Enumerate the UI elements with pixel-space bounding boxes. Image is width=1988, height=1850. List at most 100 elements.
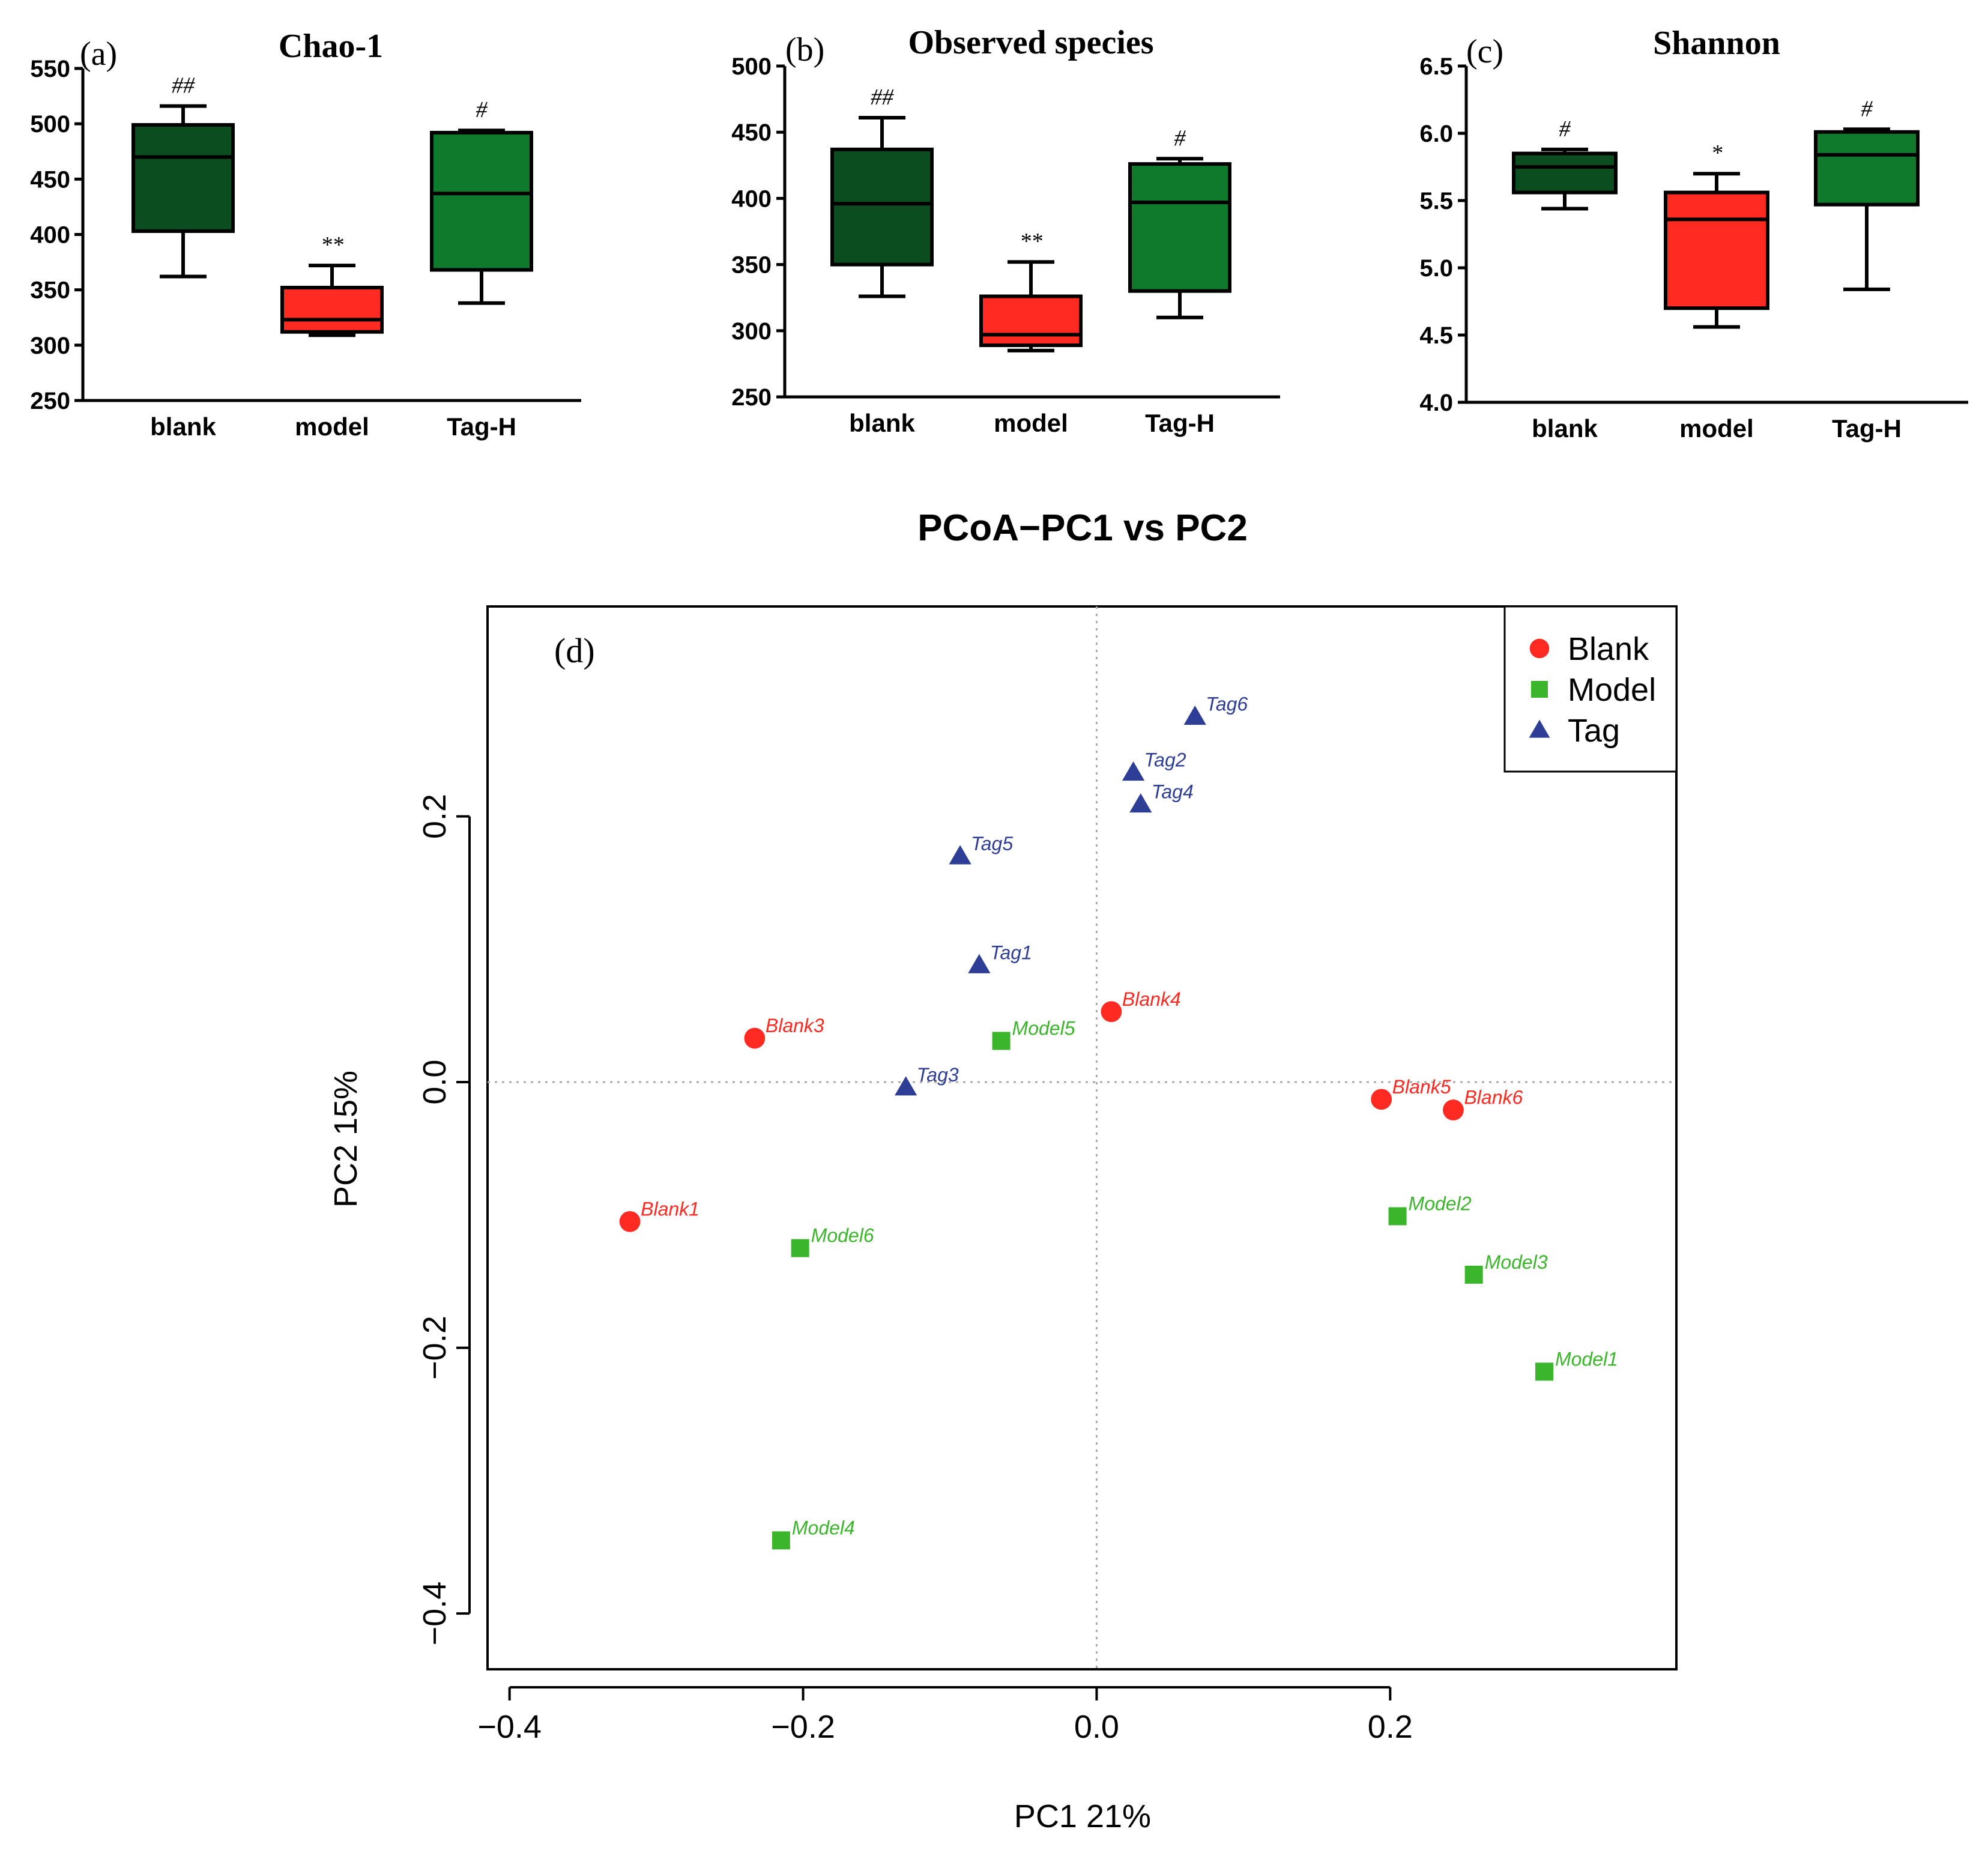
pcoa-point-tag6 (1183, 706, 1206, 725)
shannon-x-tick-label-model: model (1679, 414, 1754, 443)
chao1-title: Chao-1 (279, 28, 383, 65)
shannon-panel-label: (c) (1466, 33, 1503, 70)
observed-species-box-blank-annotation: ## (871, 85, 894, 110)
observed-species-box-blank (830, 147, 934, 267)
shannon-box-tag-h-group: # (1814, 96, 1920, 291)
chao1-y-tick-label: 500 (30, 111, 70, 138)
shannon-y-tick-label: 5.5 (1419, 188, 1453, 214)
pcoa-legend-marker-blank (1529, 638, 1550, 659)
pcoa-point-model4 (772, 1531, 790, 1550)
pcoa-point-label-blank4: Blank4 (1122, 988, 1181, 1010)
shannon-box-tag-h-annotation: # (1861, 96, 1873, 121)
observed-species-x-tick-label-tag-h: Tag-H (1145, 409, 1215, 437)
pcoa-point-label-model6: Model6 (811, 1225, 874, 1247)
pcoa-point-tag4 (1129, 793, 1152, 813)
shannon-panel: (c) Shannon 4.0 4.5 5.0 5.5 6.0 6.5 # blank * mod… (1419, 25, 1968, 443)
chao1-box-tag-h (430, 130, 533, 272)
chao1-y-tick-label: 450 (30, 166, 70, 193)
pcoa-point-model2 (1388, 1207, 1407, 1226)
observed-species-y-tick-label: 250 (731, 384, 772, 411)
observed-species-box-tag-h-group: # (1128, 125, 1231, 319)
chao1-x-tick-label-tag-h: Tag-H (447, 413, 516, 441)
shannon-box-model-annotation: * (1711, 141, 1723, 166)
pcoa-point-label-model2: Model2 (1409, 1193, 1472, 1215)
pcoa-point-label-blank5: Blank5 (1392, 1076, 1451, 1098)
chao1-box-tag-h-annotation: # (476, 97, 488, 122)
observed-species-box-tag-h-annotation: # (1174, 125, 1186, 151)
pcoa-point-label-tag4: Tag4 (1152, 781, 1194, 803)
chao1-y-tick-label: 400 (30, 222, 70, 249)
observed-species-panel: (b) Observed species 250 300 350 400 450 500 #… (731, 24, 1280, 437)
pcoa-point-tag3 (895, 1076, 917, 1096)
pcoa-point-label-blank1: Blank1 (641, 1198, 699, 1220)
pcoa-panel-label: (d) (554, 631, 595, 670)
pcoa-series-model: Model1 Model2 Model3 Model4 Model5 Model6 (772, 1017, 1618, 1550)
pcoa-legend: Blank Model Tag (1503, 605, 1678, 773)
shannon-y-tick-label: 4.0 (1419, 390, 1453, 416)
pcoa-point-label-tag3: Tag3 (917, 1064, 959, 1086)
pcoa-point-blank1 (619, 1211, 641, 1232)
chao1-box-blank-group: ## (131, 73, 235, 279)
pcoa-y-tick-label: 0.0 (417, 1060, 453, 1105)
observed-species-x-tick-label-model: model (994, 409, 1068, 437)
pcoa-point-label-model1: Model1 (1555, 1348, 1618, 1370)
shannon-y-tick-label: 4.5 (1419, 322, 1453, 349)
chao1-y-tick-label: 550 (30, 56, 70, 82)
pcoa-legend-label-model: Model (1568, 672, 1656, 708)
observed-species-box-model-group: ** (979, 229, 1083, 352)
pcoa-plot-frame (486, 605, 1678, 1670)
pcoa-y-tick-label: −0.4 (417, 1582, 453, 1646)
chao1-box-blank-annotation: ## (172, 73, 195, 98)
observed-species-panel-label: (b) (785, 31, 824, 68)
pcoa-point-model1 (1535, 1362, 1553, 1381)
pcoa-y-tick-label: −0.2 (417, 1316, 453, 1380)
chao1-panel-label: (a) (80, 35, 117, 73)
chao1-box-model-group: ** (280, 232, 384, 337)
shannon-y-tick-label: 5.0 (1419, 255, 1453, 282)
pcoa-point-label-model4: Model4 (792, 1517, 855, 1538)
shannon-box-blank (1512, 151, 1618, 195)
pcoa-point-model6 (791, 1239, 809, 1257)
pcoa-xlabel: PC1 21% (1014, 1798, 1151, 1834)
pcoa-x-tick-label: 0.2 (1368, 1709, 1413, 1745)
chao1-x-tick-label-model: model (295, 413, 369, 441)
chao1-panel: (a) Chao-1 250 300 350 400 450 500 550 ## blank *… (30, 28, 581, 441)
pcoa-point-model5 (992, 1032, 1011, 1050)
pcoa-point-tag5 (949, 845, 971, 865)
pcoa-point-label-model5: Model5 (1012, 1017, 1075, 1039)
pcoa-point-blank4 (1101, 1001, 1122, 1023)
observed-species-box-blank-group: ## (830, 85, 934, 298)
chao1-y-tick-label: 250 (30, 388, 70, 414)
observed-species-y-tick-label: 450 (731, 119, 772, 146)
chao1-y-tick-label: 300 (30, 333, 70, 359)
pcoa-legend-label-blank: Blank (1568, 631, 1649, 667)
chao1-y-tick-label: 350 (30, 277, 70, 304)
shannon-y-tick-label: 6.5 (1419, 53, 1453, 80)
pcoa-x-tick-label: −0.4 (477, 1709, 542, 1745)
shannon-y-tick-label: 6.0 (1419, 121, 1453, 147)
observed-species-box-tag-h (1128, 162, 1231, 293)
pcoa-point-blank3 (744, 1027, 766, 1049)
pcoa-point-model3 (1464, 1265, 1483, 1284)
pcoa-point-label-tag6: Tag6 (1206, 694, 1248, 715)
shannon-box-model-group: * (1664, 141, 1769, 329)
pcoa-point-blank6 (1443, 1099, 1464, 1120)
pcoa-x-tick-label: −0.2 (771, 1709, 835, 1745)
pcoa-legend-marker-tag (1529, 719, 1550, 738)
pcoa-point-label-model3: Model3 (1485, 1251, 1548, 1273)
chao1-box-blank (131, 123, 235, 233)
pcoa-title: PCoA−PC1 vs PC2 (917, 507, 1248, 549)
chao1-x-tick-label-blank: blank (150, 413, 216, 441)
pcoa-point-tag2 (1122, 761, 1145, 781)
pcoa-point-label-tag2: Tag2 (1144, 749, 1186, 771)
pcoa-point-blank5 (1371, 1089, 1392, 1110)
shannon-x-tick-label-blank: blank (1532, 414, 1598, 443)
shannon-box-model (1664, 190, 1769, 310)
pcoa-point-tag1 (968, 954, 991, 973)
chao1-box-tag-h-group: # (430, 97, 533, 305)
chao1-box-model (280, 285, 384, 334)
pcoa-legend-marker-model (1531, 681, 1548, 698)
observed-species-x-tick-label-blank: blank (849, 409, 915, 437)
observed-species-y-tick-label: 350 (731, 252, 772, 279)
